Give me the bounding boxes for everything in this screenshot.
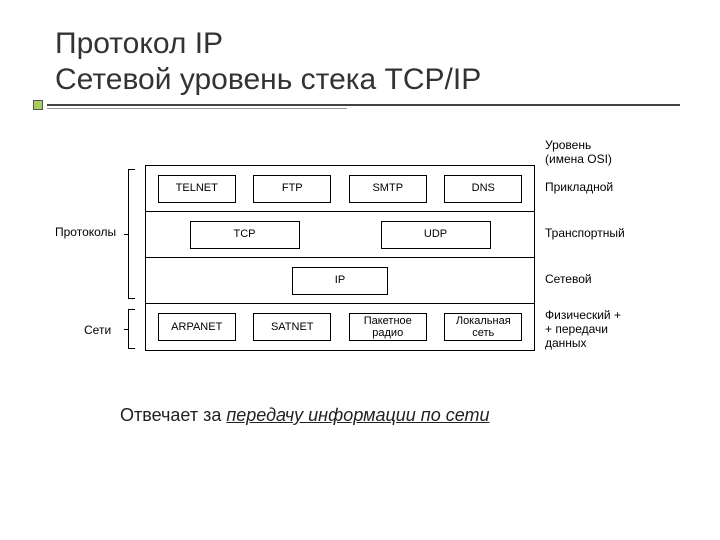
title-underline [55,104,680,106]
slide-title: Протокол IP Сетевой уровень стека TCP/IP [55,26,680,106]
label-physical: Физический + + передачи данных [545,309,621,350]
osi-header-l2: (имена OSI) [545,152,612,166]
box-dns: DNS [444,175,522,203]
box-tcp: TCP [190,221,300,249]
tcpip-stack-diagram: Протоколы Сети TELNET FTP SMTP DNS TCP U… [60,145,660,375]
left-labels: Протоколы Сети [60,145,135,375]
caption-underlined: передачу информации по сети [226,405,489,425]
box-smtp: SMTP [349,175,427,203]
box-lan: Локальная сеть [444,313,522,341]
label-networks: Сети [84,323,111,337]
brace-networks [128,309,140,349]
box-satnet: SATNET [253,313,331,341]
row-application: TELNET FTP SMTP DNS [146,166,534,212]
label-network-layer: Сетевой [545,273,592,287]
title-line-2: Сетевой уровень стека TCP/IP [55,62,680,98]
bullet-icon [33,100,43,110]
protocol-table: TELNET FTP SMTP DNS TCP UDP IP ARPANET S… [145,165,535,351]
hr-long [47,104,680,106]
box-telnet: TELNET [158,175,236,203]
row-physical: ARPANET SATNET Пакетное радио Локальная … [146,304,534,350]
box-udp: UDP [381,221,491,249]
row-network: IP [146,258,534,304]
box-packet-radio: Пакетное радио [349,313,427,341]
brace-protocols [128,169,140,299]
label-protocols: Протоколы [55,225,116,239]
hr-short [47,108,347,109]
title-line-1: Протокол IP [55,26,680,62]
slide-caption: Отвечает за передачу информации по сети [120,405,490,426]
box-arpanet: ARPANET [158,313,236,341]
box-ftp: FTP [253,175,331,203]
osi-header: Уровень (имена OSI) [545,139,612,167]
label-transport: Транспортный [545,227,625,241]
row-transport: TCP UDP [146,212,534,258]
label-application: Прикладной [545,181,613,195]
osi-header-l1: Уровень [545,138,591,152]
caption-plain: Отвечает за [120,405,226,425]
box-ip: IP [292,267,388,295]
